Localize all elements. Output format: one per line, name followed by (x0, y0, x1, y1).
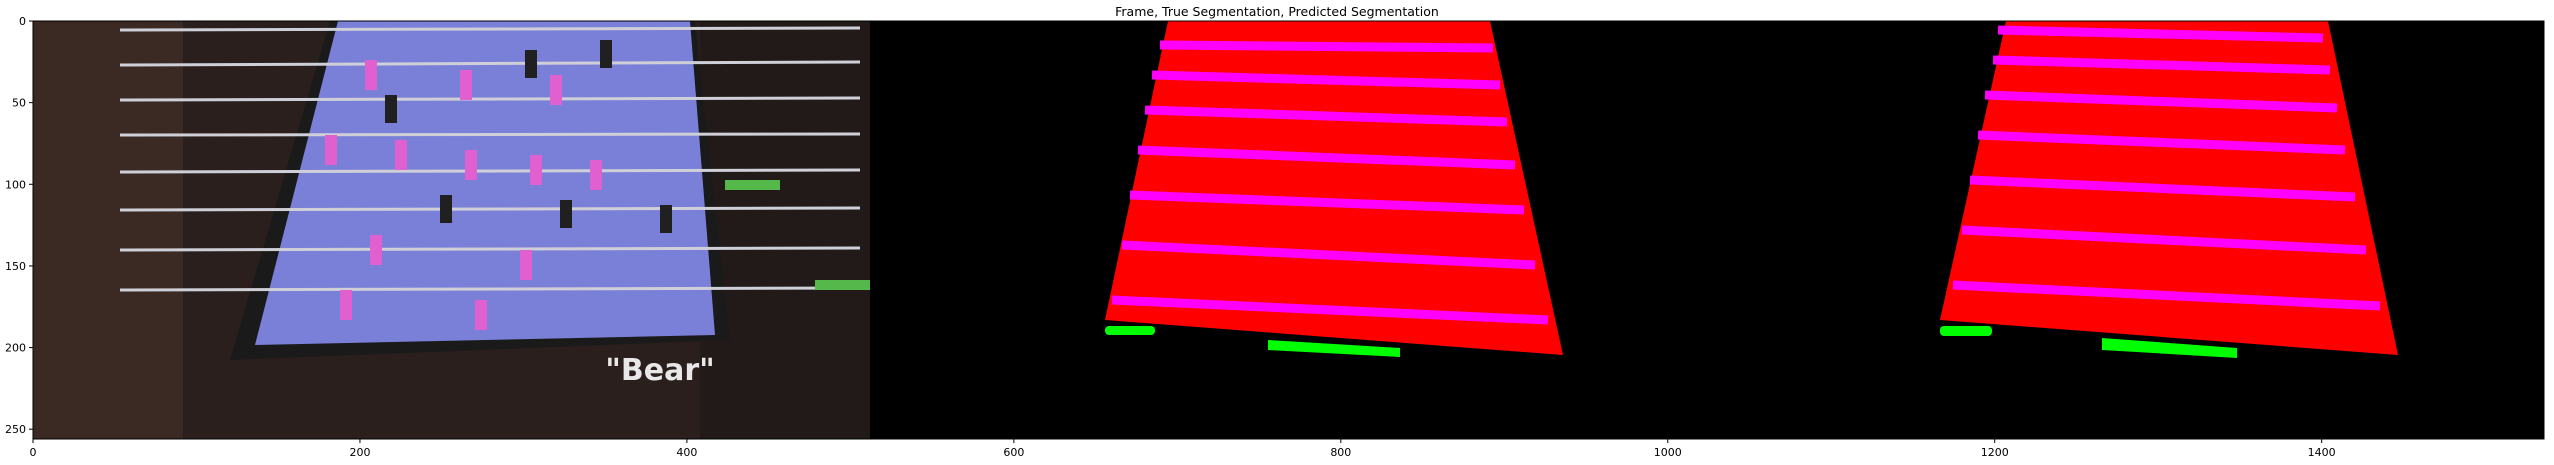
rod-masks (1111, 40, 1549, 325)
x-tick-label: 800 (1330, 446, 1351, 459)
goal-masks (1105, 326, 1400, 357)
y-axis: 0 50 100 150 200 250 (5, 15, 33, 436)
y-tick-label: 0 (19, 15, 26, 28)
player-figures-pink (325, 60, 602, 330)
x-tick-label: 0 (30, 446, 37, 459)
green-handle (815, 280, 870, 290)
y-tick-label: 250 (5, 423, 26, 436)
true-segmentation-panel (870, 21, 1707, 439)
player-figures-black (385, 40, 672, 233)
frame-rods (119, 26, 861, 292)
y-tick-label: 200 (5, 342, 26, 355)
y-tick-label: 100 (5, 178, 26, 191)
table-mask (1105, 21, 1563, 355)
rod-masks (1952, 25, 2381, 311)
x-tick-label: 200 (349, 446, 370, 459)
frame-panel: "Bear" (33, 21, 870, 439)
predicted-segmentation-panel (1707, 21, 2544, 439)
table-brand-text: "Bear" (605, 353, 715, 388)
image-area: "Bear" (33, 21, 2544, 439)
x-tick-label: 1400 (2308, 446, 2336, 459)
x-axis: 0 200 400 600 800 1000 1200 1400 (30, 439, 2336, 459)
y-tick-label: 150 (5, 260, 26, 273)
x-tick-label: 1200 (1981, 446, 2009, 459)
x-tick-label: 400 (676, 446, 697, 459)
x-tick-label: 600 (1003, 446, 1024, 459)
plot-title: Frame, True Segmentation, Predicted Segm… (1115, 4, 1439, 19)
axes-frame (32, 20, 2545, 440)
green-handle (725, 180, 780, 190)
x-tick-label: 1000 (1654, 446, 1682, 459)
y-tick-label: 50 (12, 97, 26, 110)
goal-masks (1940, 326, 2237, 358)
